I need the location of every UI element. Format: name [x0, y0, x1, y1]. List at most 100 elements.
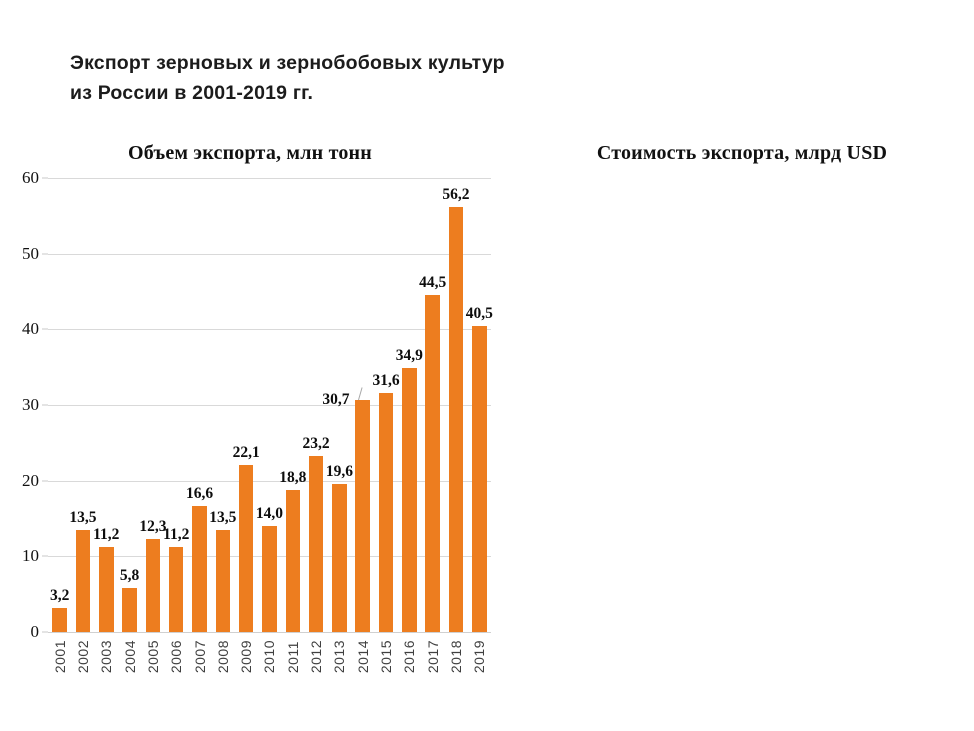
bar-slot: 13,5 [69, 178, 97, 632]
bar[interactable]: 13,5 [209, 509, 236, 632]
x-label-slot: 2003 [95, 632, 118, 673]
bar-value-label: 40,5 [465, 304, 493, 322]
y-axis-tick [42, 253, 48, 255]
y-axis-tick-label: 50 [22, 243, 39, 263]
bar[interactable]: 22,1 [233, 444, 260, 632]
bar[interactable]: 19,6 [326, 463, 353, 632]
x-axis-tick-label: 2018 [447, 640, 464, 674]
bar[interactable]: 44,5 [419, 274, 446, 632]
y-axis-tick [42, 404, 48, 406]
bar[interactable]: 12,3 [139, 518, 166, 632]
bar[interactable]: 11,2 [93, 526, 119, 632]
bar-value-label: 3,2 [49, 586, 70, 604]
bar-value-label: 19,6 [325, 462, 353, 480]
bar[interactable]: 40,5 [466, 305, 493, 632]
bar-slot: 23,2 [303, 178, 330, 632]
bar[interactable]: 34,9 [396, 347, 423, 632]
x-axis-tick-label: 2006 [168, 640, 185, 674]
chart-title-value: Стоимость экспорта, млрд USD [596, 142, 888, 164]
bar-slot: 5,8 [118, 178, 141, 632]
y-axis-tick-label: 10 [22, 546, 39, 566]
bar-slot: 31,6 [372, 178, 400, 632]
bar[interactable]: 5,8 [120, 567, 139, 632]
bar-value-label: 56,2 [442, 185, 470, 203]
x-label-slot: 2013 [328, 632, 351, 673]
bar[interactable]: 30,7 [322, 387, 370, 632]
bar-value-label: 16,6 [185, 485, 214, 503]
x-label-slot: 2008 [211, 632, 234, 673]
bar[interactable]: 14,0 [256, 505, 283, 632]
bar-value-label: 12,3 [139, 517, 167, 535]
bar-value-label: 13,5 [209, 508, 237, 526]
page-title-line-1: Экспорт зерновых и зернобобовых культур [70, 52, 505, 74]
x-label-slot: 2007 [188, 632, 211, 673]
bar-series: 3,2 13,5 11,2 5,8 12,3 11,2 16,6 13,5 22,1 14,0 18… [48, 178, 493, 632]
bar-slot: 22,1 [233, 178, 260, 632]
x-axis-tick-label: 2007 [191, 640, 208, 674]
label-leader-line [357, 387, 363, 400]
bar-value-label: 23,2 [302, 435, 330, 453]
x-label-slot: 2010 [258, 632, 281, 673]
page-title-line-2: из России в 2001-2019 гг. [70, 82, 314, 104]
gridline [48, 480, 491, 482]
page-title: Экспорт зерновых и зернобобовых культур … [70, 48, 510, 108]
bar-slot: 12,3 [139, 178, 166, 632]
x-label-slot: 2012 [304, 632, 327, 673]
x-label-slot: 2004 [118, 632, 141, 673]
bar-value-label: 30,7 [322, 390, 350, 408]
bar[interactable]: 13,5 [69, 509, 97, 632]
x-label-slot: 2016 [398, 632, 421, 673]
bar[interactable]: 23,2 [303, 435, 330, 632]
bar-slot: 44,5 [419, 178, 446, 632]
bar-value-label: 34,9 [395, 346, 423, 364]
x-axis-tick-label: 2005 [144, 640, 161, 674]
x-axis-tick-label: 2014 [354, 640, 371, 674]
bar-value-label: 31,6 [372, 371, 400, 389]
y-axis-tick-label: 60 [22, 168, 39, 187]
x-axis-tick-label: 2019 [471, 640, 488, 674]
x-axis-tick-label: 2016 [401, 640, 418, 674]
plot-area-volume: 60 50 40 30 20 10 0 3,2 13,5 11,2 5,8 12,3 11,2 16,6 1… [22, 168, 493, 673]
bar[interactable]: 31,6 [372, 372, 400, 632]
x-label-slot: 2002 [71, 632, 94, 673]
x-label-slot: 2015 [374, 632, 397, 673]
x-axis-tick-label: 2002 [74, 640, 91, 674]
bar-slot: 11,2 [93, 178, 119, 632]
y-axis-tick-label: 30 [22, 395, 39, 414]
y-axis-tick-label: 0 [30, 622, 40, 641]
bar-value-label: 44,5 [419, 274, 447, 292]
bar-slot: 3,2 [48, 178, 71, 632]
bar-slot: 16,6 [186, 178, 213, 632]
bar-value-label: 11,2 [93, 526, 120, 544]
bar-value-label: 11,2 [163, 526, 190, 544]
x-axis-tick-label: 2015 [378, 640, 395, 674]
bar[interactable]: 18,8 [279, 469, 306, 632]
bar-value-label: 22,1 [232, 443, 260, 461]
x-axis-tick-label: 2010 [261, 640, 278, 674]
bar-value-label: 14,0 [255, 505, 284, 523]
chart-title-volume: Объем экспорта, млн тонн [128, 142, 372, 164]
x-label-slot: 2001 [48, 632, 71, 673]
bar[interactable]: 11,2 [163, 526, 189, 632]
x-axis-tick-label: 2012 [308, 640, 325, 674]
bar[interactable]: 3,2 [50, 587, 69, 632]
gridline [48, 329, 491, 331]
chart-panel-volume: Объем экспорта, млн тонн 60 50 40 30 20 10 0 3,… [0, 120, 500, 720]
x-axis-tick-label: 2009 [238, 640, 255, 674]
bar[interactable]: 16,6 [186, 485, 213, 632]
bar-slot: 34,9 [396, 178, 423, 632]
y-axis-tick [42, 328, 48, 330]
bar-slot: 11,2 [163, 178, 189, 632]
bar-value-label: 13,5 [69, 508, 97, 526]
bar-slot: 56,2 [442, 178, 470, 632]
x-axis-labels: 2001 2002 2003 2004 2005 2006 2007 2008 2009 2010… [48, 632, 491, 673]
x-label-slot: 2006 [165, 632, 188, 673]
x-label-slot: 2005 [141, 632, 164, 673]
x-label-slot: 2018 [444, 632, 467, 673]
y-axis-tick [42, 631, 48, 633]
bar-slot: 14,0 [256, 178, 283, 632]
bar-slot: 18,8 [279, 178, 306, 632]
bar[interactable]: 56,2 [442, 186, 470, 632]
x-axis-tick-label: 2001 [51, 640, 68, 674]
x-label-slot: 2017 [421, 632, 444, 673]
